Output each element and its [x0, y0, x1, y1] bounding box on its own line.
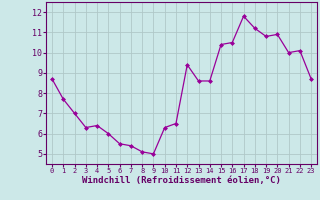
X-axis label: Windchill (Refroidissement éolien,°C): Windchill (Refroidissement éolien,°C)	[82, 176, 281, 185]
